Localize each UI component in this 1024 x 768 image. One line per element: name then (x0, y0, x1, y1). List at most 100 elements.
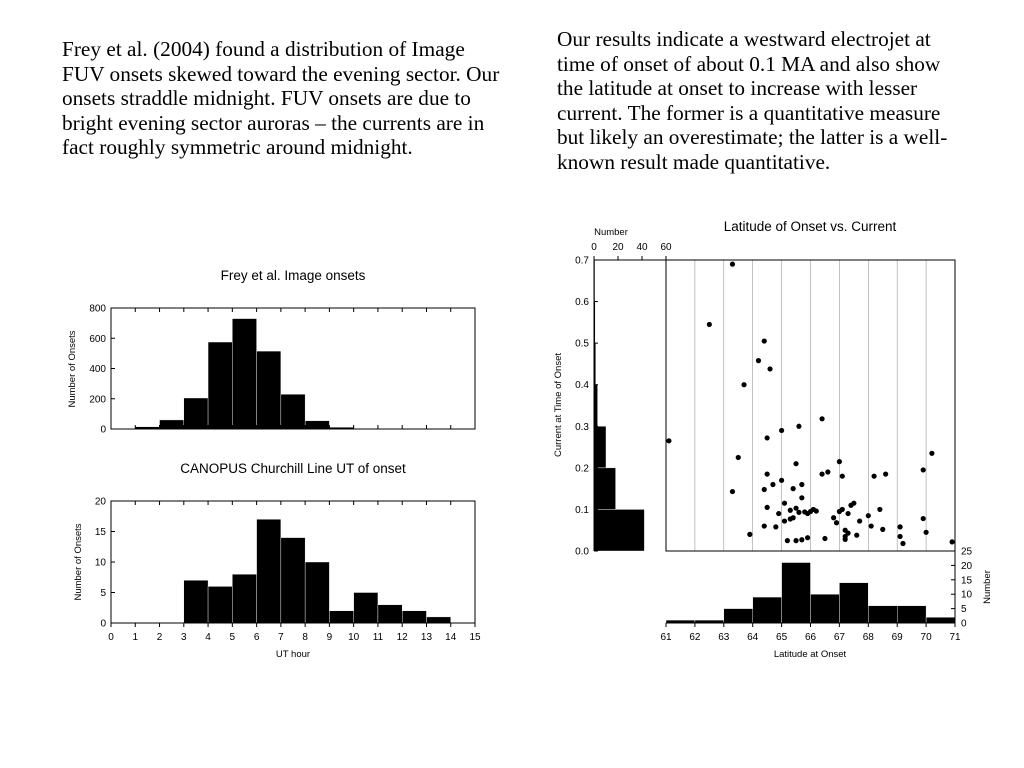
histogram-bar (353, 592, 379, 624)
y-tick-label: 0 (100, 425, 106, 436)
plot-frame (665, 259, 956, 552)
histogram-bar (723, 608, 753, 624)
scatter-point (929, 450, 935, 456)
x-axis-label: Latitude at Onset (774, 649, 847, 660)
x-tick-label: 0 (108, 632, 114, 643)
x-tick-label: 60 (660, 242, 672, 253)
x-tick-label: 0 (591, 242, 597, 253)
histogram-bar (593, 509, 645, 552)
x-tick-label: 11 (373, 632, 384, 643)
x-tick-label: 3 (181, 632, 187, 643)
y-axis-label: Number (982, 570, 993, 604)
latitude-distribution-histogram: Latitude at Onset Number 0 5 10 15 20 25 61 62 6… (660, 547, 993, 661)
y-axis-label: Current at Time of Onset (553, 353, 564, 457)
x-tick-label: 2 (157, 632, 163, 643)
scatter-point (949, 539, 955, 545)
chart-title: CANOPUS Churchill Line UT of onset (180, 461, 406, 476)
scatter-point (923, 529, 929, 535)
y-tick-label: 800 (89, 304, 106, 315)
scatter-point (845, 510, 851, 517)
scatter-point (776, 510, 782, 517)
x-tick-label: 61 (660, 632, 672, 643)
y-tick-label: 0.7 (575, 256, 589, 267)
scatter-point (819, 416, 825, 422)
chart-title: Latitude of Onset vs. Current (724, 219, 897, 234)
histogram-bar (304, 561, 330, 624)
scatter-point (799, 495, 805, 501)
scatter-point (767, 366, 773, 372)
x-tick-label: 68 (863, 632, 875, 643)
y-tick-label: 0.3 (575, 422, 589, 433)
scatter-point (729, 488, 736, 495)
scatter-point (839, 506, 845, 513)
histogram-bar (280, 394, 306, 430)
scatter-point (770, 481, 776, 488)
scatter-point (842, 536, 848, 542)
histogram-bar (183, 580, 209, 624)
scatter-point (787, 507, 793, 513)
y-tick-label: 200 (89, 394, 106, 405)
histogram-bar (781, 562, 811, 624)
scatter-point (755, 358, 762, 364)
histogram-bar (207, 586, 233, 624)
x-tick-label: 6 (254, 632, 260, 643)
histogram-bar (183, 397, 209, 430)
scatter-point (790, 515, 796, 521)
histogram-bar (925, 617, 956, 624)
scatter-point (836, 459, 843, 465)
y-tick-label: 25 (961, 547, 973, 558)
left-paragraph: Frey et al. (2004) found a distribution … (62, 37, 500, 159)
scatter-point (822, 535, 828, 542)
histogram-bar (593, 467, 616, 510)
scatter-point (897, 524, 903, 530)
scatter-point (764, 504, 770, 510)
x-tick-label: 9 (327, 632, 333, 643)
scatter-point (761, 523, 767, 529)
y-tick-label: 600 (89, 334, 106, 345)
scatter-point (819, 471, 825, 477)
scatter-point (779, 477, 785, 483)
histogram-bar (256, 519, 282, 624)
scatter-point (883, 471, 889, 477)
scatter-point (793, 505, 799, 511)
scatter-point (920, 515, 926, 522)
histogram-bar (868, 605, 898, 624)
scatter-point (781, 518, 788, 524)
histogram-bar (402, 610, 427, 624)
scatter-point (790, 486, 796, 492)
histogram-bar (304, 420, 330, 430)
histogram-bar (232, 574, 257, 624)
x-tick-label: 70 (921, 632, 933, 643)
scatter-point (900, 540, 906, 547)
y-tick-label: 5 (100, 588, 106, 599)
y-tick-label: 10 (95, 558, 107, 569)
scatter-point (706, 321, 712, 328)
y-tick-label: 15 (95, 527, 107, 538)
y-axis-label: Number of Onsets (73, 523, 84, 600)
y-tick-label: 20 (961, 561, 973, 572)
x-tick-label: 62 (689, 632, 701, 643)
latitude-current-scatter-chart: Latitude of Onset vs. Current Current at… (553, 219, 956, 552)
x-axis-label: Number (594, 227, 628, 238)
x-tick-label: 13 (421, 632, 433, 643)
scatter-point (839, 473, 845, 479)
right-paragraph: Our results indicate a westward electroj… (557, 27, 948, 174)
current-distribution-histogram: Number 0.0 0.1 0.2 0.3 0.4 0.5 0.6 0.70 20 40 60 (575, 227, 672, 558)
x-tick-label: 63 (718, 632, 730, 643)
scatter-point (796, 423, 802, 429)
scatter-point (781, 500, 788, 506)
scatter-point (773, 524, 779, 530)
canopus-histogram-chart: CANOPUS Churchill Line UT of onset Numbe… (73, 461, 481, 660)
y-tick-label: 0.1 (575, 505, 589, 516)
scatter-point (813, 508, 819, 514)
scatter-point (831, 515, 837, 521)
scatter-point (871, 473, 877, 479)
y-tick-label: 0.5 (575, 339, 589, 350)
scatter-point (857, 518, 863, 524)
scatter-point (735, 454, 741, 461)
scatter-point (729, 261, 736, 267)
scatter-point (833, 520, 840, 526)
scatter-point (761, 486, 767, 493)
histogram-bar (232, 318, 257, 430)
histogram-bar (839, 582, 869, 624)
